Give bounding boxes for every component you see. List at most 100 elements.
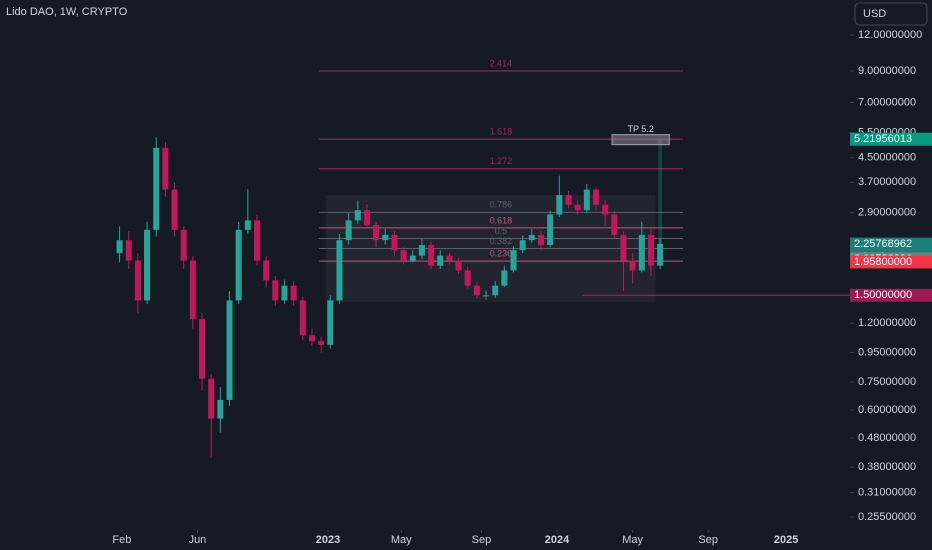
candle-body bbox=[153, 147, 160, 230]
candle-body bbox=[501, 270, 508, 286]
candle-body bbox=[189, 260, 196, 320]
price-tag-label: 2.25768962 bbox=[854, 238, 912, 250]
candle-body bbox=[327, 300, 334, 345]
currency-label: USD bbox=[863, 8, 886, 20]
tp-label: TP 5.2 bbox=[627, 124, 653, 134]
candle-body bbox=[116, 240, 123, 254]
candle-body bbox=[620, 234, 627, 261]
fib-label: 1.272 bbox=[490, 156, 513, 166]
candle-body bbox=[281, 285, 288, 301]
x-tick-label: May bbox=[622, 534, 643, 546]
x-tick-label: Jun bbox=[189, 534, 207, 546]
candle-body bbox=[354, 210, 361, 221]
candle-body bbox=[382, 234, 389, 241]
candle-body bbox=[611, 214, 618, 235]
y-tick-label: 0.48000000 bbox=[858, 432, 916, 444]
candle-body bbox=[263, 260, 270, 281]
y-tick-label: 2.90000000 bbox=[858, 207, 916, 219]
candle-body bbox=[134, 260, 141, 301]
candle-body bbox=[483, 295, 490, 297]
fib-label: 2.414 bbox=[490, 58, 513, 68]
candle-body bbox=[519, 240, 526, 251]
price-tag-label: 5.21956013 bbox=[854, 133, 912, 145]
candle-body bbox=[592, 189, 599, 205]
candle-body bbox=[602, 204, 609, 215]
x-tick-label: Sep bbox=[698, 534, 718, 546]
candle-body bbox=[217, 399, 224, 419]
y-tick-label: 0.38000000 bbox=[858, 461, 916, 473]
candle-body bbox=[299, 300, 306, 336]
candle-body bbox=[308, 335, 315, 342]
y-tick-label: 0.31000000 bbox=[858, 487, 916, 499]
candle-body bbox=[492, 285, 499, 296]
price-tag-label: 1.50000000 bbox=[854, 289, 912, 301]
candle-body bbox=[400, 250, 407, 261]
candle-body bbox=[647, 234, 654, 266]
candle-body bbox=[547, 214, 554, 246]
y-tick-label: 9.00000000 bbox=[858, 65, 916, 77]
candle-body bbox=[125, 240, 132, 261]
candle-body bbox=[226, 300, 233, 400]
candle-body bbox=[336, 240, 343, 301]
candle-body bbox=[290, 285, 297, 301]
candle-body bbox=[391, 234, 398, 251]
x-tick-label: Feb bbox=[112, 534, 131, 546]
chart-title: Lido DAO, 1W, CRYPTO bbox=[6, 6, 128, 18]
price-tag bbox=[850, 288, 932, 302]
price-tag bbox=[850, 132, 932, 146]
y-tick-label: 0.60000000 bbox=[858, 404, 916, 416]
candle-body bbox=[253, 220, 260, 261]
x-tick-label: Sep bbox=[472, 534, 492, 546]
candle-body bbox=[510, 250, 517, 271]
candle-body bbox=[455, 260, 462, 271]
x-tick-label: 2025 bbox=[774, 534, 798, 546]
tp-box bbox=[611, 134, 670, 146]
candle-body bbox=[629, 260, 636, 271]
x-tick-label: 2023 bbox=[316, 534, 340, 546]
candle-body bbox=[473, 285, 480, 296]
candle-body bbox=[437, 255, 444, 266]
y-tick-label: 3.70000000 bbox=[858, 176, 916, 188]
candle-body bbox=[199, 319, 206, 379]
candle-body bbox=[583, 189, 590, 211]
candle-body bbox=[574, 204, 581, 211]
candle-body bbox=[538, 234, 545, 246]
candle-body bbox=[272, 280, 279, 301]
y-tick-label: 1.20000000 bbox=[858, 317, 916, 329]
candle-body bbox=[244, 220, 251, 230]
candle-body bbox=[428, 245, 435, 266]
candle-body bbox=[657, 243, 664, 266]
candle-body bbox=[171, 189, 178, 230]
candle-body bbox=[180, 229, 187, 261]
candle-body bbox=[373, 224, 380, 241]
candle-body bbox=[565, 195, 572, 205]
price-tag-label: 1.95800000 bbox=[854, 256, 912, 268]
candle-body bbox=[409, 255, 416, 261]
fib-label: 0.236 bbox=[490, 249, 513, 259]
candle-body bbox=[235, 229, 242, 301]
fib-label: 1.618 bbox=[490, 127, 513, 137]
y-tick-label: 7.00000000 bbox=[858, 96, 916, 108]
candle-body bbox=[446, 255, 453, 261]
candle-body bbox=[318, 341, 325, 345]
currency-button[interactable] bbox=[854, 2, 928, 26]
y-tick-label: 0.95000000 bbox=[858, 346, 916, 358]
y-tick-label: 0.75000000 bbox=[858, 376, 916, 388]
candle-body bbox=[144, 229, 151, 301]
fib-label: 0.5 bbox=[495, 226, 508, 236]
x-tick-label: 2024 bbox=[545, 534, 570, 546]
x-tick-label: May bbox=[391, 534, 412, 546]
candle-body bbox=[208, 378, 215, 419]
candle-body bbox=[345, 220, 352, 241]
fib-label: 0.786 bbox=[490, 200, 513, 210]
fib-label: 0.382 bbox=[490, 236, 513, 246]
candle-body bbox=[418, 245, 425, 256]
price-tag bbox=[850, 255, 932, 269]
fib-label: 0.618 bbox=[490, 215, 513, 225]
target-bar bbox=[658, 139, 663, 244]
candle-body bbox=[363, 210, 370, 225]
candle-body bbox=[556, 195, 563, 215]
candle-body bbox=[638, 234, 645, 271]
candle-body bbox=[162, 147, 169, 190]
